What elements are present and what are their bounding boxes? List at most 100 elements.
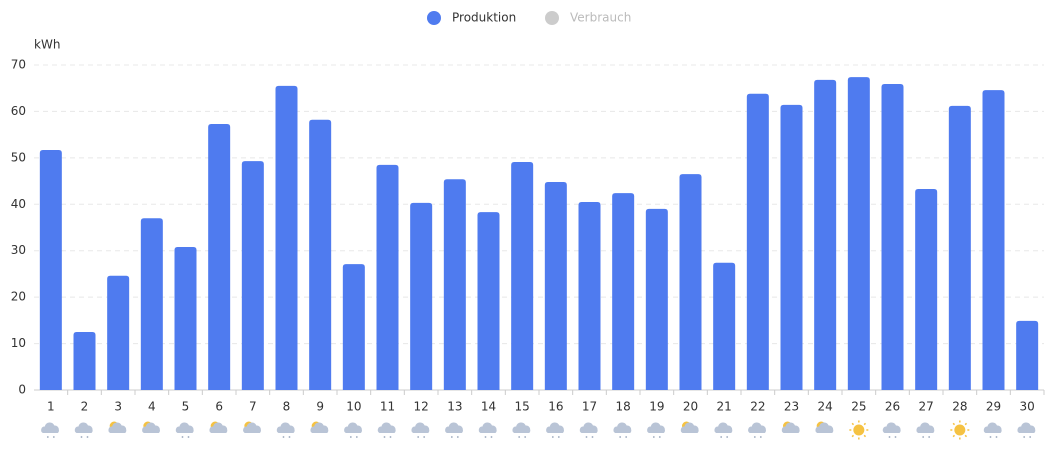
drop bbox=[922, 436, 925, 438]
x-tick-label: 20 bbox=[683, 400, 698, 414]
sun-ray bbox=[863, 422, 867, 426]
cloud bbox=[377, 422, 396, 433]
drop bbox=[389, 436, 392, 438]
cloud bbox=[243, 422, 261, 433]
x-tick-label: 27 bbox=[919, 400, 934, 414]
weather-icon bbox=[276, 422, 295, 438]
bar bbox=[578, 201, 601, 390]
cloud bbox=[647, 422, 665, 433]
legend-label: Produktion bbox=[452, 11, 516, 25]
cloud bbox=[209, 422, 228, 433]
bar bbox=[174, 247, 197, 390]
bar bbox=[679, 174, 702, 390]
bar bbox=[477, 212, 500, 390]
drop bbox=[753, 436, 756, 438]
bar bbox=[1016, 320, 1039, 390]
x-tick-label: 4 bbox=[148, 400, 156, 414]
bar bbox=[241, 161, 264, 390]
cloud bbox=[983, 422, 1002, 433]
drop bbox=[52, 436, 55, 438]
bar bbox=[376, 164, 399, 390]
bar bbox=[713, 262, 736, 390]
drop bbox=[282, 436, 285, 438]
drop bbox=[349, 436, 352, 438]
drop bbox=[456, 436, 459, 438]
drop bbox=[551, 436, 554, 438]
sun-ray bbox=[851, 434, 855, 438]
cloud bbox=[579, 422, 598, 433]
x-tick-label: 15 bbox=[515, 400, 530, 414]
cloud bbox=[882, 422, 901, 433]
x-tick-label: 7 bbox=[249, 400, 257, 414]
y-tick-label: 70 bbox=[11, 58, 26, 72]
cloud bbox=[1017, 422, 1036, 433]
bar bbox=[847, 77, 870, 391]
cloud bbox=[512, 422, 531, 433]
bar bbox=[612, 193, 635, 390]
bar bbox=[780, 104, 803, 390]
drop bbox=[383, 436, 386, 438]
weather-icon bbox=[983, 422, 1002, 438]
bar bbox=[544, 182, 567, 390]
cloud bbox=[310, 422, 329, 433]
x-tick-label: 21 bbox=[717, 400, 732, 414]
weather-icon bbox=[680, 421, 699, 433]
x-tick-label: 6 bbox=[215, 400, 223, 414]
bar bbox=[645, 208, 668, 390]
drop bbox=[557, 436, 560, 438]
bar bbox=[342, 264, 365, 390]
drop bbox=[288, 436, 291, 438]
drop bbox=[518, 436, 521, 438]
bar bbox=[140, 218, 163, 390]
sun-ray bbox=[851, 422, 855, 426]
drop bbox=[417, 436, 420, 438]
weather-icon bbox=[849, 420, 869, 440]
cloud bbox=[445, 422, 463, 433]
legend-swatch bbox=[427, 11, 441, 25]
weather-icon bbox=[243, 421, 261, 433]
sun-ray bbox=[952, 422, 956, 426]
drop bbox=[490, 436, 493, 438]
weather-icon bbox=[748, 422, 766, 438]
legend-item[interactable]: Verbrauch bbox=[545, 11, 631, 26]
drop bbox=[524, 436, 527, 438]
drop bbox=[658, 436, 661, 438]
x-tick-label: 18 bbox=[616, 400, 631, 414]
cloud bbox=[916, 422, 935, 433]
bar bbox=[443, 179, 466, 390]
cloud bbox=[478, 422, 497, 433]
drop bbox=[625, 436, 628, 438]
cloud bbox=[411, 422, 430, 433]
x-tick-label: 5 bbox=[182, 400, 190, 414]
weather-icon bbox=[478, 422, 497, 438]
weather-icon bbox=[209, 421, 228, 433]
drop bbox=[484, 436, 487, 438]
sun bbox=[853, 424, 865, 436]
x-tick-label: 11 bbox=[380, 400, 395, 414]
weather-icon bbox=[815, 421, 834, 433]
bar bbox=[309, 119, 332, 391]
weather-icon bbox=[310, 421, 329, 433]
legend-item[interactable]: Produktion bbox=[427, 11, 516, 26]
legend-label: Verbrauch bbox=[570, 11, 631, 25]
drop bbox=[720, 436, 723, 438]
drop bbox=[187, 436, 190, 438]
bar bbox=[948, 105, 971, 390]
weather-icon bbox=[41, 422, 59, 438]
bar bbox=[915, 188, 938, 390]
bar bbox=[881, 84, 904, 391]
drop bbox=[46, 436, 49, 438]
drop bbox=[86, 436, 89, 438]
drop bbox=[652, 436, 655, 438]
drop bbox=[888, 436, 891, 438]
x-tick-label: 26 bbox=[885, 400, 900, 414]
x-tick-label: 23 bbox=[784, 400, 799, 414]
weather-icon bbox=[579, 422, 598, 438]
weather-icon bbox=[546, 422, 564, 438]
weather-icon bbox=[1017, 422, 1036, 438]
y-axis-label: kWh bbox=[34, 38, 60, 52]
bar bbox=[39, 149, 62, 390]
cloud bbox=[276, 422, 295, 433]
bar bbox=[982, 90, 1005, 391]
drop bbox=[423, 436, 426, 438]
